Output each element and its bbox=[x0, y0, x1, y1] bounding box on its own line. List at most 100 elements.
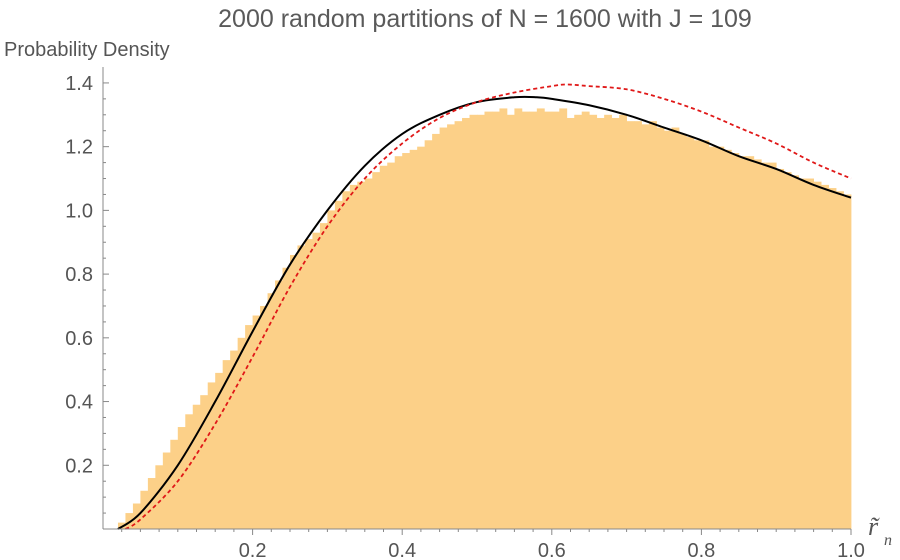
x-tick-label: 0.8 bbox=[687, 540, 715, 560]
histogram-bar bbox=[290, 254, 298, 530]
histogram-bar bbox=[836, 191, 844, 529]
y-tick-label: 0.2 bbox=[65, 455, 93, 477]
chart-title: 2000 random partitions of N = 1600 with … bbox=[218, 5, 752, 33]
histogram-bar bbox=[746, 156, 755, 529]
histogram-bar bbox=[619, 114, 627, 529]
histogram-bar bbox=[731, 153, 740, 529]
histogram-bar bbox=[275, 280, 283, 529]
histogram-bar bbox=[671, 127, 680, 529]
histogram-bar bbox=[791, 175, 800, 529]
histogram-bar bbox=[611, 117, 620, 529]
y-tick-label: 0.6 bbox=[65, 328, 93, 350]
histogram-bar bbox=[245, 325, 253, 529]
histogram-bar bbox=[177, 427, 186, 529]
histogram-bar bbox=[783, 172, 792, 529]
histogram-bar bbox=[798, 178, 807, 529]
solid-black-curve bbox=[117, 95, 852, 530]
histogram-bar bbox=[574, 114, 583, 529]
histogram-bar bbox=[701, 140, 710, 529]
histogram-bar bbox=[267, 293, 276, 529]
histogram-bar bbox=[424, 140, 433, 529]
fit-curves bbox=[117, 83, 852, 530]
histogram-bar bbox=[484, 111, 493, 530]
histogram-bar bbox=[192, 404, 201, 529]
y-tick-label: 0.4 bbox=[65, 392, 93, 414]
histogram-bar bbox=[327, 210, 336, 529]
histogram-bar bbox=[693, 140, 702, 529]
histogram-bar bbox=[230, 350, 239, 529]
histogram-bar bbox=[477, 114, 485, 529]
histogram-bar bbox=[566, 117, 575, 529]
x-axis-label-subscript: n bbox=[884, 532, 892, 549]
histogram-bar bbox=[447, 124, 455, 529]
histogram-bar bbox=[237, 337, 246, 529]
histogram-bar bbox=[776, 168, 785, 529]
x-tick-label: 0.4 bbox=[388, 540, 416, 560]
histogram-bar bbox=[686, 137, 695, 529]
histogram-bar bbox=[753, 159, 762, 529]
histogram-bar bbox=[806, 178, 814, 529]
histogram-bar bbox=[125, 513, 134, 529]
histogram-bar bbox=[506, 114, 515, 529]
histogram-bar bbox=[215, 372, 224, 529]
histogram-bar bbox=[372, 172, 381, 529]
dashed-red-curve bbox=[124, 83, 852, 530]
histogram-bar bbox=[761, 162, 770, 529]
histogram-bar bbox=[641, 124, 650, 529]
y-ticks: 0.2 0.4 0.6 0.8 1.0 1.2 1.4 bbox=[65, 73, 109, 514]
y-tick-label: 1.4 bbox=[65, 73, 93, 95]
histogram-bar bbox=[551, 111, 560, 530]
histogram-bar bbox=[716, 146, 725, 529]
histogram-bar bbox=[843, 194, 852, 529]
histogram-bar bbox=[723, 149, 732, 529]
histogram-bar bbox=[708, 146, 717, 529]
histogram-bar bbox=[155, 465, 164, 529]
y-tick-label: 0.8 bbox=[65, 264, 93, 286]
histogram-bar bbox=[626, 121, 635, 530]
histogram-bar bbox=[664, 130, 672, 529]
y-tick-label: 1.0 bbox=[65, 200, 93, 222]
histogram-bar bbox=[499, 108, 508, 530]
histogram-bar bbox=[252, 315, 261, 529]
histogram-bar bbox=[649, 121, 657, 530]
x-tick-label: 1.0 bbox=[837, 540, 865, 560]
histogram-bar bbox=[768, 162, 777, 529]
histogram-bar bbox=[147, 478, 156, 529]
histogram-bar bbox=[207, 382, 216, 529]
histogram-bar bbox=[349, 184, 358, 529]
histogram-bar bbox=[581, 111, 590, 530]
histogram-bar bbox=[821, 184, 829, 529]
y-axis-label: Probability Density bbox=[4, 39, 170, 61]
histogram-bar bbox=[387, 162, 396, 529]
histogram-bar bbox=[304, 239, 313, 529]
histogram-bar bbox=[738, 156, 747, 529]
histogram-bar bbox=[521, 111, 530, 530]
histogram-bar bbox=[536, 108, 545, 530]
histogram-bar bbox=[596, 117, 605, 529]
histogram-bar bbox=[634, 121, 642, 530]
histogram-bar bbox=[379, 165, 388, 529]
histogram-bar bbox=[656, 127, 665, 529]
histogram-bar bbox=[604, 114, 613, 529]
histogram-bar bbox=[200, 395, 209, 529]
histogram-bar bbox=[260, 305, 268, 529]
histogram-bar bbox=[334, 200, 343, 529]
histogram-bar bbox=[402, 153, 411, 529]
histogram-bar bbox=[469, 114, 478, 529]
x-ticks: 0.2 0.4 0.6 0.8 1.0 bbox=[121, 529, 865, 560]
y-tick-label: 1.2 bbox=[65, 137, 93, 159]
x-axis-label: r̃ bbox=[868, 512, 880, 541]
histogram-bar bbox=[559, 108, 568, 530]
histogram-bar bbox=[514, 108, 523, 530]
histogram-bar bbox=[828, 188, 837, 529]
histogram-bar bbox=[544, 111, 553, 530]
histogram-bar bbox=[678, 133, 687, 529]
histogram-bar bbox=[319, 223, 328, 529]
x-tick-label: 0.6 bbox=[538, 540, 566, 560]
histogram-bar bbox=[357, 181, 366, 529]
histogram-bar bbox=[813, 181, 822, 529]
histogram-bar bbox=[222, 360, 231, 529]
histogram-bar bbox=[312, 232, 321, 529]
histogram-bar bbox=[439, 127, 448, 529]
